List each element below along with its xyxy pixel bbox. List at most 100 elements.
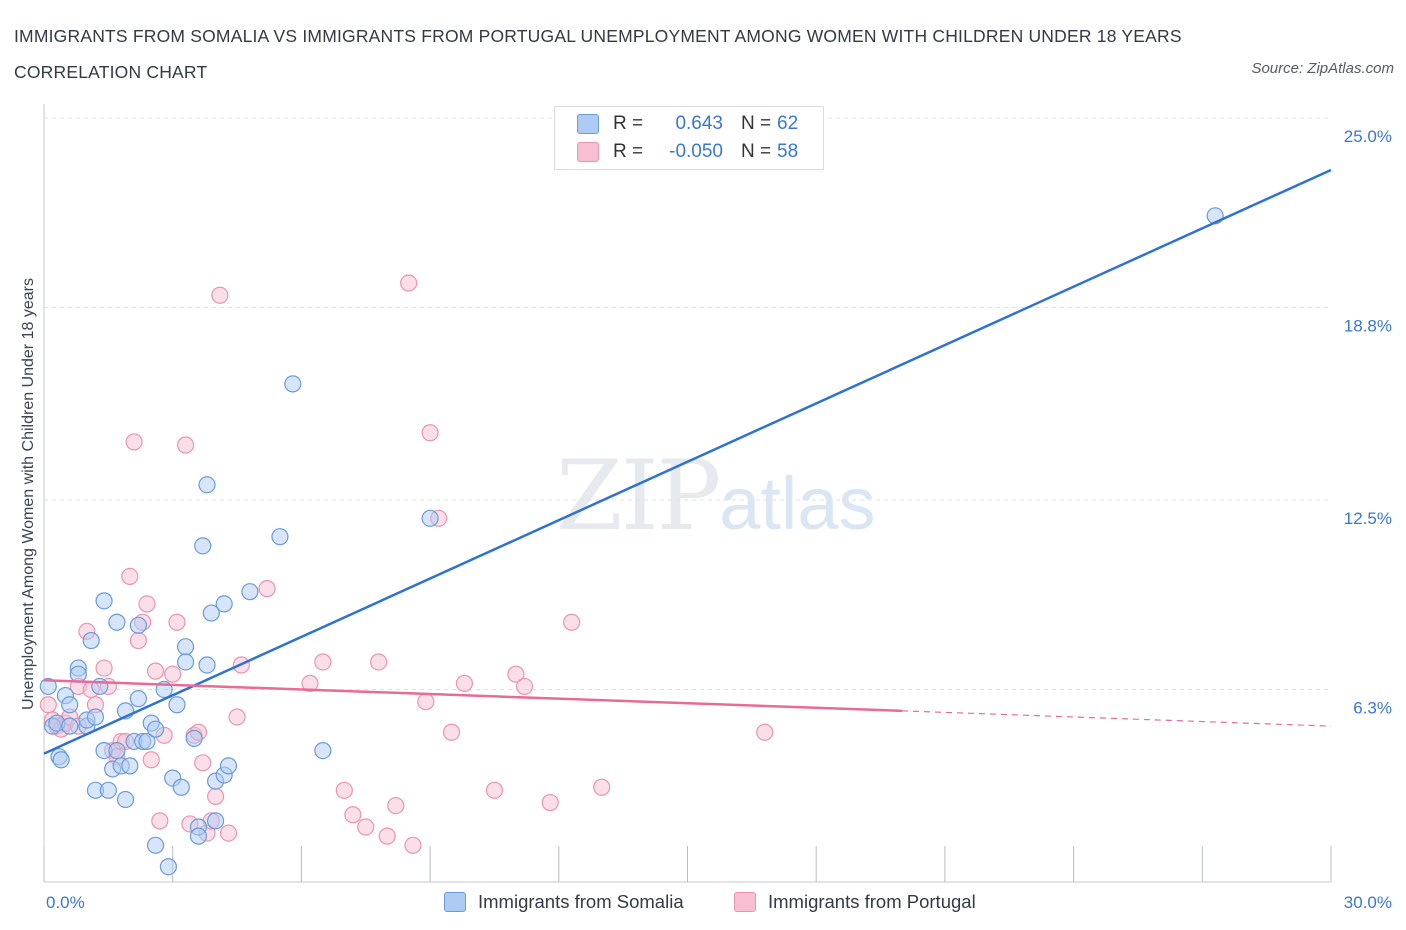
- grid-lines: [44, 117, 1331, 690]
- correlation-legend: R = 0.643 N = 62 R = -0.050 N = 58: [554, 106, 824, 170]
- somalia-point: [241, 583, 259, 601]
- somalia-point: [207, 812, 225, 830]
- portugal-point: [404, 836, 422, 854]
- y-tick-label: 18.8%: [1344, 316, 1392, 335]
- portugal-point: [121, 567, 139, 586]
- somalia-point: [176, 638, 195, 656]
- portugal-point: [593, 778, 611, 796]
- portugal-point: [335, 781, 353, 799]
- legend-row-somalia: R = 0.643 N = 62: [577, 112, 798, 136]
- somalia-point: [91, 677, 109, 696]
- somalia-legend-swatch: [444, 892, 466, 912]
- portugal-point: [146, 662, 165, 680]
- portugal-point: [39, 696, 57, 714]
- somalia-point: [198, 656, 216, 674]
- legend-row-portugal: R = -0.050 N = 58: [577, 140, 798, 164]
- watermark: ZIPatlas: [556, 440, 876, 552]
- portugal-point: [541, 793, 559, 812]
- somalia-point: [421, 509, 439, 527]
- somalia-point: [82, 631, 100, 650]
- somalia-point: [189, 827, 208, 845]
- portugal-point: [370, 653, 388, 671]
- source-label: Source: ZipAtlas.com: [1251, 60, 1394, 77]
- portugal-point: [125, 433, 143, 451]
- somalia-point: [172, 778, 190, 796]
- x-tick-label-max: 30.0%: [1344, 893, 1392, 912]
- n-value: 58: [777, 141, 799, 162]
- portugal-point: [164, 665, 182, 683]
- portugal-point: [219, 824, 238, 842]
- portugal-point: [357, 818, 375, 836]
- portugal-point: [138, 595, 156, 613]
- portugal-point: [400, 274, 418, 292]
- somalia-point: [39, 677, 57, 696]
- portugal-point: [258, 580, 276, 598]
- somalia-point: [146, 836, 165, 854]
- portugal-point: [207, 787, 225, 806]
- chart-title: IMMIGRANTS FROM SOMALIA VS IMMIGRANTS FR…: [14, 26, 1182, 82]
- somalia-point: [86, 708, 105, 726]
- portugal-trend-line-extension: [901, 710, 1332, 727]
- somalia-point: [129, 616, 147, 634]
- portugal-point: [168, 613, 186, 631]
- somalia-point: [108, 613, 126, 631]
- somalia-point: [61, 696, 79, 714]
- portugal-point: [344, 806, 362, 824]
- somalia-point: [108, 741, 126, 760]
- somalia-point: [271, 528, 289, 546]
- portugal-point: [176, 436, 195, 454]
- somalia-point: [215, 595, 233, 613]
- y-tick-label: 25.0%: [1344, 127, 1392, 146]
- portugal-point: [515, 677, 534, 696]
- somalia-point: [121, 757, 139, 775]
- r-value: -0.050: [669, 141, 723, 162]
- somalia-point: [69, 665, 87, 683]
- somalia-point: [146, 720, 165, 738]
- somalia-point: [284, 375, 302, 393]
- portugal-point: [211, 286, 229, 304]
- y-tick-labels: 6.3% 12.5% 18.8% 25.0%: [1344, 127, 1392, 717]
- somalia-trend-line: [43, 168, 1332, 755]
- n-label: N =: [741, 113, 772, 134]
- portugal-point: [417, 693, 435, 711]
- r-label: R =: [613, 141, 644, 162]
- portugal-point: [129, 631, 147, 650]
- r-value: 0.643: [675, 113, 723, 134]
- y-axis-label: Unemployment Among Women with Children U…: [20, 278, 37, 710]
- somalia-point: [198, 476, 216, 494]
- somalia-point: [61, 717, 79, 735]
- portugal-point: [507, 665, 525, 683]
- somalia-legend-label: Immigrants from Somalia: [478, 891, 684, 912]
- portugal-point: [455, 674, 474, 692]
- y-tick-label: 12.5%: [1344, 509, 1392, 528]
- portugal-legend-label: Immigrants from Portugal: [768, 891, 976, 912]
- portugal-point: [442, 723, 461, 741]
- y-tick-label: 6.3%: [1353, 698, 1392, 717]
- somalia-point: [202, 604, 220, 622]
- somalia-point: [129, 690, 147, 708]
- r-label: R =: [613, 113, 644, 134]
- somalia-point: [159, 858, 178, 876]
- somalia-point: [138, 732, 156, 751]
- x-tick-labels: 0.0% 30.0%: [46, 893, 1392, 912]
- portugal-point: [95, 659, 113, 677]
- portugal-points: [39, 274, 774, 854]
- portugal-point: [485, 781, 504, 799]
- n-value: 62: [777, 113, 799, 134]
- somalia-point: [168, 696, 186, 714]
- somalia-point: [219, 757, 238, 775]
- somalia-point: [116, 790, 135, 809]
- portugal-swatch: [577, 142, 599, 162]
- portugal-point: [194, 754, 212, 772]
- portugal-point: [228, 708, 246, 726]
- legend-item-portugal[interactable]: Immigrants from Portugal: [734, 888, 976, 916]
- portugal-point: [151, 812, 169, 830]
- portugal-point: [301, 674, 319, 692]
- somalia-point: [185, 729, 203, 747]
- somalia-point: [52, 751, 70, 769]
- n-label: N =: [741, 141, 772, 162]
- portugal-point: [314, 653, 332, 671]
- portugal-legend-swatch: [734, 892, 756, 912]
- legend-item-somalia[interactable]: Immigrants from Somalia: [444, 888, 684, 916]
